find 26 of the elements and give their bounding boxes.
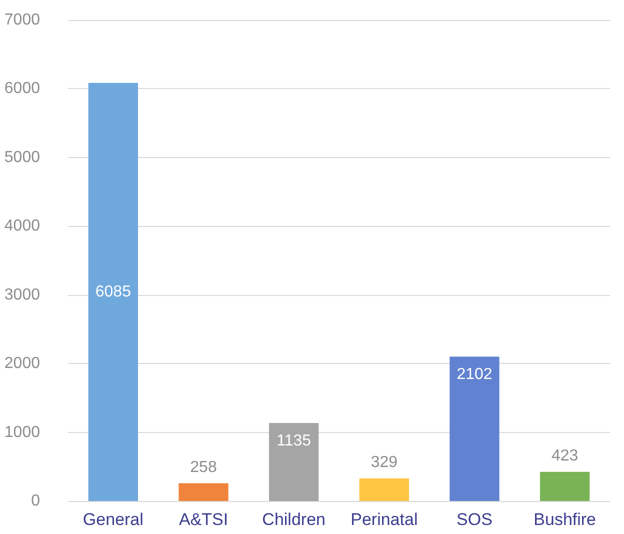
bar: [540, 472, 590, 501]
y-tick-label: 0: [31, 492, 40, 510]
x-tick-label: Children: [262, 510, 326, 529]
bar: [268, 423, 319, 501]
bar: [450, 356, 500, 501]
y-tick-label: 4000: [4, 218, 40, 235]
x-tick-label: Bushfire: [534, 510, 596, 529]
x-tick-label: SOS: [456, 510, 492, 529]
bar: [88, 82, 138, 501]
bar: [359, 478, 410, 501]
data-label: 2102: [456, 366, 492, 384]
data-label: 258: [190, 458, 217, 476]
y-tick-label: 5000: [4, 148, 40, 166]
data-label: 423: [551, 447, 578, 464]
y-tick-label: 1000: [4, 424, 40, 441]
data-label: 1135: [276, 432, 312, 450]
x-tick-label: General: [82, 510, 144, 529]
y-tick-label: 7000: [4, 12, 40, 28]
y-tick-label: 3000: [4, 286, 40, 304]
x-tick-label: Perinatal: [350, 510, 418, 529]
y-tick-label: 6000: [4, 80, 40, 98]
bar: [178, 483, 228, 501]
y-tick-label: 2000: [4, 355, 40, 372]
x-tick-label: A&TSI: [178, 510, 228, 529]
data-label: 6085: [95, 283, 132, 300]
data-label: 329: [370, 454, 398, 471]
